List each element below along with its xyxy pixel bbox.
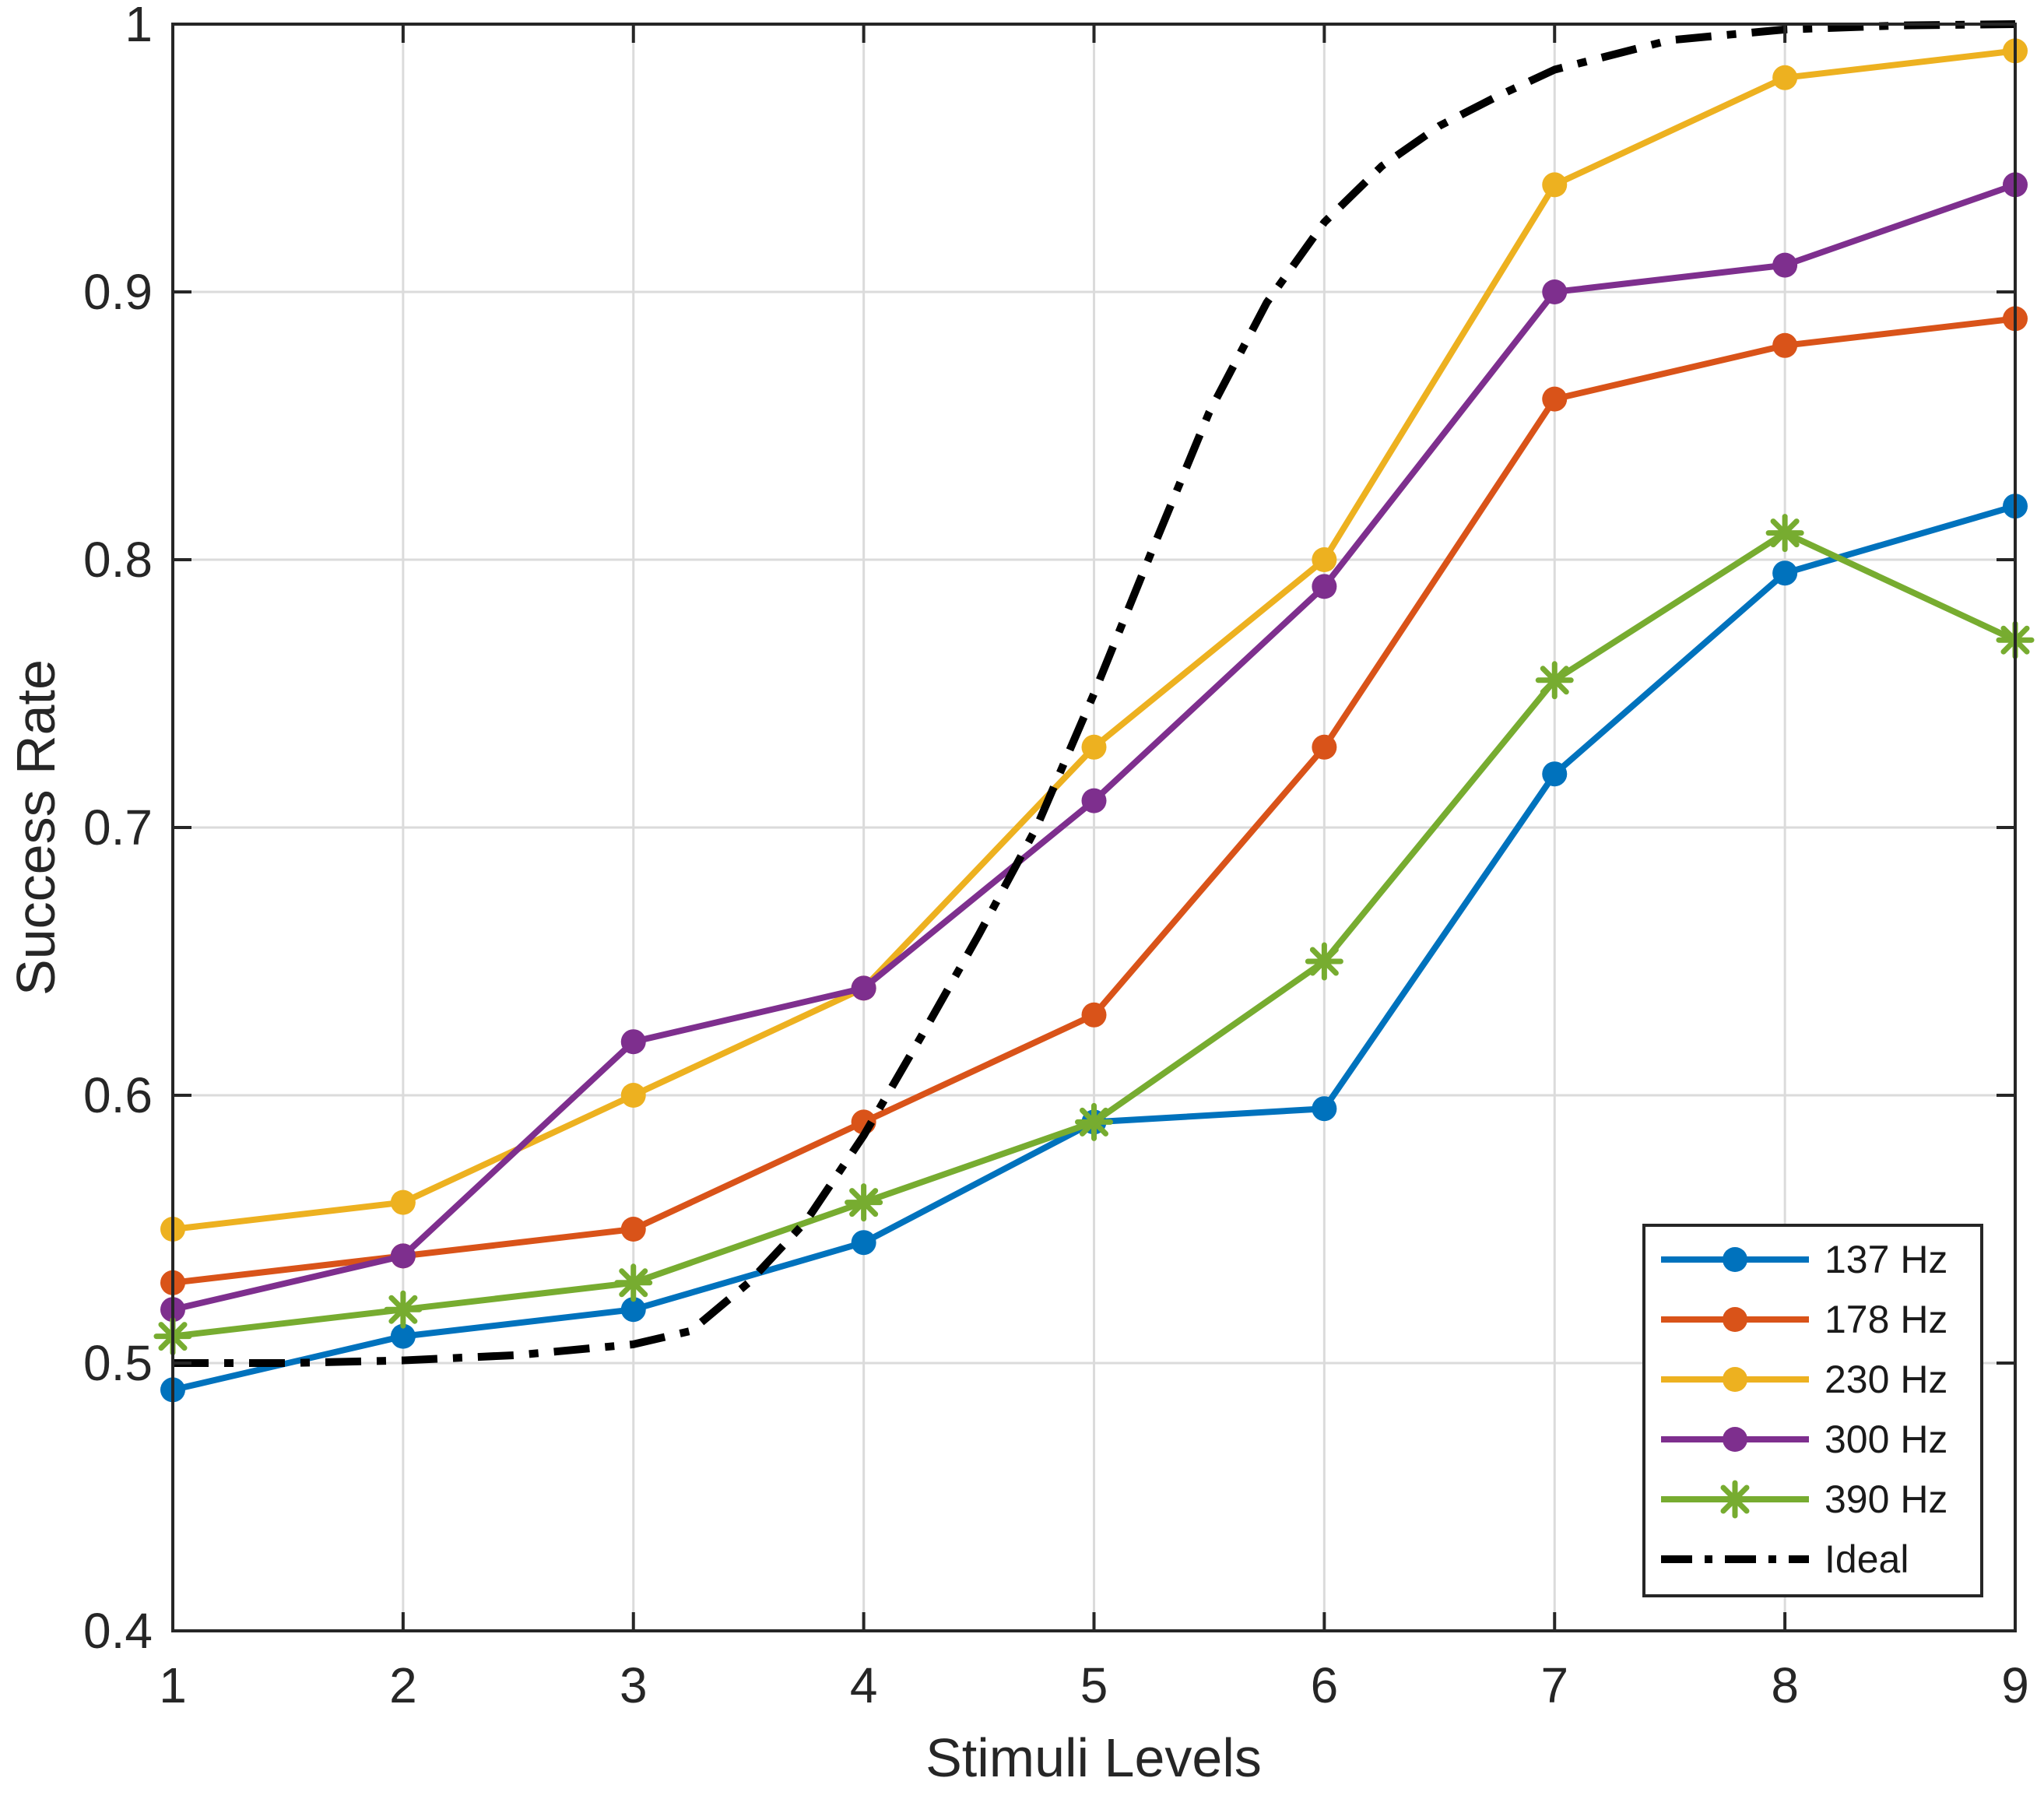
- marker-circle: [1723, 1307, 1747, 1332]
- marker-circle: [1772, 560, 1798, 586]
- marker-circle: [390, 1189, 416, 1215]
- ideal-curve: [173, 20, 2016, 1367]
- marker-circle: [390, 1243, 416, 1269]
- legend-entry-230-hz: 230 Hz: [1661, 1358, 1947, 1401]
- marker-circle: [1772, 332, 1798, 358]
- legend-label: 230 Hz: [1824, 1358, 1947, 1401]
- marker-circle: [1542, 386, 1568, 412]
- marker-circle: [1723, 1367, 1747, 1392]
- marker-circle: [620, 1297, 646, 1323]
- axes-box: [171, 23, 2017, 1632]
- legend-label: Ideal: [1824, 1537, 1909, 1581]
- legend-label: 137 Hz: [1824, 1238, 1947, 1281]
- legend-entry-ideal: Ideal: [1661, 1537, 1909, 1581]
- y-axis-title: Success Rate: [5, 659, 66, 996]
- marker-circle: [1081, 1002, 1107, 1028]
- marker-asterisk: [1540, 666, 1569, 695]
- series-178-hz: [160, 306, 2028, 1295]
- y-tick-label: 0.4: [83, 1603, 153, 1659]
- marker-circle: [1081, 734, 1107, 760]
- legend: 137 Hz 178 Hz 230 Hz 300 Hz 390 Hz Ideal: [1642, 1224, 1983, 1597]
- marker-circle: [1723, 1427, 1747, 1452]
- x-tick-label: 1: [159, 1657, 187, 1713]
- y-tick-label: 0.6: [83, 1067, 153, 1123]
- marker-circle: [851, 975, 876, 1001]
- legend-label: 300 Hz: [1824, 1418, 1947, 1461]
- marker-circle: [1312, 1096, 1337, 1122]
- marker-circle: [620, 1083, 646, 1108]
- marker-circle: [1081, 788, 1107, 813]
- legend-entry-137-hz: 137 Hz: [1661, 1238, 1947, 1281]
- marker-circle: [390, 1323, 416, 1349]
- legend-label: 390 Hz: [1824, 1477, 1947, 1521]
- tick-labels: 1 2 3 4 5 6 7 8 9 0.4 0.5 0.6 0.7 0.8 0.9 1: [83, 0, 2029, 1713]
- data-series: [153, 38, 2035, 1403]
- marker-circle: [1723, 1247, 1747, 1272]
- legend-entry-178-hz: 178 Hz: [1661, 1298, 1947, 1341]
- marker-circle: [851, 1230, 876, 1256]
- marker-circle: [1772, 65, 1798, 90]
- marker-asterisk: [619, 1268, 648, 1298]
- marker-circle: [1312, 547, 1337, 572]
- x-tick-label: 7: [1540, 1657, 1568, 1713]
- marker-asterisk: [1770, 518, 1800, 548]
- marker-asterisk: [849, 1188, 879, 1217]
- x-axis-title: Stimuli Levels: [925, 1727, 1262, 1788]
- legend-entry-390-hz: 390 Hz: [1661, 1477, 1947, 1521]
- marker-asterisk: [388, 1295, 418, 1324]
- marker-circle: [1542, 761, 1568, 787]
- marker-circle: [1542, 172, 1568, 198]
- y-tick-label: 0.5: [83, 1335, 153, 1391]
- x-tick-label: 6: [1311, 1657, 1339, 1713]
- x-tick-label: 9: [2001, 1657, 2029, 1713]
- y-tick-label: 0.8: [83, 532, 153, 588]
- marker-asterisk: [1309, 947, 1339, 976]
- marker-circle: [620, 1217, 646, 1242]
- legend-label: 178 Hz: [1824, 1298, 1947, 1341]
- x-tick-label: 4: [850, 1657, 878, 1713]
- y-tick-label: 1: [125, 0, 153, 52]
- gridlines: [171, 23, 2017, 1632]
- series-230-hz: [160, 38, 2028, 1242]
- legend-entry-300-hz: 300 Hz: [1661, 1418, 1947, 1461]
- x-tick-label: 2: [389, 1657, 417, 1713]
- x-tick-label: 8: [1771, 1657, 1799, 1713]
- marker-asterisk: [1720, 1485, 1750, 1514]
- ideal-line: [173, 20, 2016, 1367]
- y-tick-label: 0.7: [83, 799, 153, 856]
- marker-circle: [1312, 574, 1337, 599]
- marker-asterisk: [1080, 1107, 1108, 1137]
- legend-box: [1642, 1224, 1983, 1597]
- x-tick-label: 3: [620, 1657, 648, 1713]
- series-300-hz: [160, 172, 2028, 1323]
- marker-circle: [1542, 279, 1568, 304]
- y-tick-label: 0.9: [83, 264, 153, 320]
- x-tick-label: 5: [1080, 1657, 1108, 1713]
- marker-circle: [1772, 252, 1798, 278]
- marker-circle: [620, 1029, 646, 1055]
- marker-circle: [1312, 734, 1337, 760]
